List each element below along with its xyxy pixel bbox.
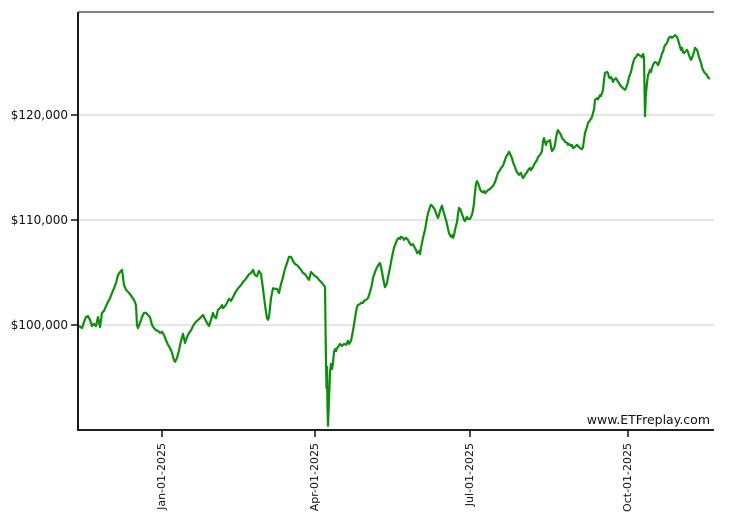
y-axis-tick-label: $110,000 (10, 213, 68, 227)
y-axis-tick-label: $100,000 (10, 318, 68, 332)
y-axis-tick-label: $120,000 (10, 108, 68, 122)
x-axis-tick-label: Oct-01-2025 (621, 438, 635, 512)
x-axis-tick-label-text: Apr-01-2025 (308, 443, 321, 512)
x-axis-tick-label: Jan-01-2025 (155, 438, 169, 510)
x-axis-tick-label-text: Oct-01-2025 (621, 443, 634, 512)
performance-line (78, 34, 711, 427)
x-axis-tick-label-text: Jan-01-2025 (155, 443, 168, 510)
watermark-link[interactable]: www.ETFreplay.com (586, 412, 710, 427)
x-axis-tick-label: Jul-01-2025 (463, 438, 477, 508)
x-axis-tick-label-text: Jul-01-2025 (463, 443, 476, 507)
x-axis-tick-label: Apr-01-2025 (308, 438, 322, 512)
